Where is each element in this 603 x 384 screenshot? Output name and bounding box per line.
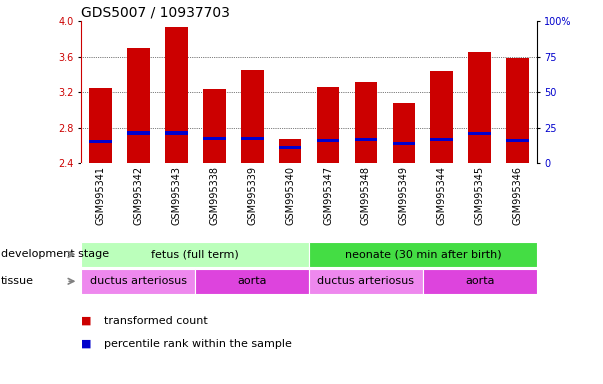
Bar — [81, 242, 309, 267]
Text: GSM995344: GSM995344 — [437, 166, 447, 225]
Bar — [279, 146, 302, 149]
Bar — [317, 139, 339, 142]
Text: fetus (full term): fetus (full term) — [151, 249, 239, 260]
Bar — [89, 140, 112, 144]
Bar — [195, 269, 309, 294]
Text: GSM995342: GSM995342 — [133, 166, 144, 225]
Bar — [507, 139, 529, 142]
Bar — [393, 103, 415, 163]
Text: aorta: aorta — [238, 276, 267, 286]
Bar — [127, 131, 150, 134]
Text: tissue: tissue — [1, 276, 34, 286]
Text: GSM995345: GSM995345 — [475, 166, 485, 225]
Bar — [309, 242, 537, 267]
Bar — [241, 137, 264, 140]
Bar — [393, 142, 415, 145]
Bar — [127, 48, 150, 163]
Text: GDS5007 / 10937703: GDS5007 / 10937703 — [81, 6, 230, 20]
Bar — [507, 58, 529, 163]
Bar — [241, 70, 264, 163]
Bar — [81, 269, 195, 294]
Bar — [355, 81, 377, 163]
Text: GSM995343: GSM995343 — [171, 166, 182, 225]
Bar — [203, 89, 226, 163]
Text: GSM995341: GSM995341 — [95, 166, 106, 225]
Bar — [431, 138, 453, 141]
Text: GSM995346: GSM995346 — [513, 166, 523, 225]
Bar — [423, 269, 537, 294]
Text: GSM995347: GSM995347 — [323, 166, 333, 225]
Text: ductus arteriosus: ductus arteriosus — [90, 276, 187, 286]
Bar — [469, 132, 491, 136]
Text: GSM995349: GSM995349 — [399, 166, 409, 225]
Text: ■: ■ — [81, 316, 92, 326]
Bar — [203, 137, 226, 140]
Text: ductus arteriosus: ductus arteriosus — [317, 276, 414, 286]
Bar — [309, 269, 423, 294]
Bar — [355, 138, 377, 141]
Text: GSM995338: GSM995338 — [209, 166, 219, 225]
Bar — [165, 131, 188, 134]
Text: GSM995348: GSM995348 — [361, 166, 371, 225]
Text: ■: ■ — [81, 339, 92, 349]
Text: neonate (30 min after birth): neonate (30 min after birth) — [344, 249, 501, 260]
Bar — [469, 52, 491, 163]
Bar — [317, 87, 339, 163]
Text: aorta: aorta — [465, 276, 494, 286]
Text: development stage: development stage — [1, 249, 109, 260]
Bar — [165, 27, 188, 163]
Text: GSM995340: GSM995340 — [285, 166, 295, 225]
Bar — [89, 88, 112, 163]
Bar — [431, 71, 453, 163]
Text: GSM995339: GSM995339 — [247, 166, 257, 225]
Text: percentile rank within the sample: percentile rank within the sample — [104, 339, 292, 349]
Text: transformed count: transformed count — [104, 316, 208, 326]
Bar — [279, 139, 302, 163]
